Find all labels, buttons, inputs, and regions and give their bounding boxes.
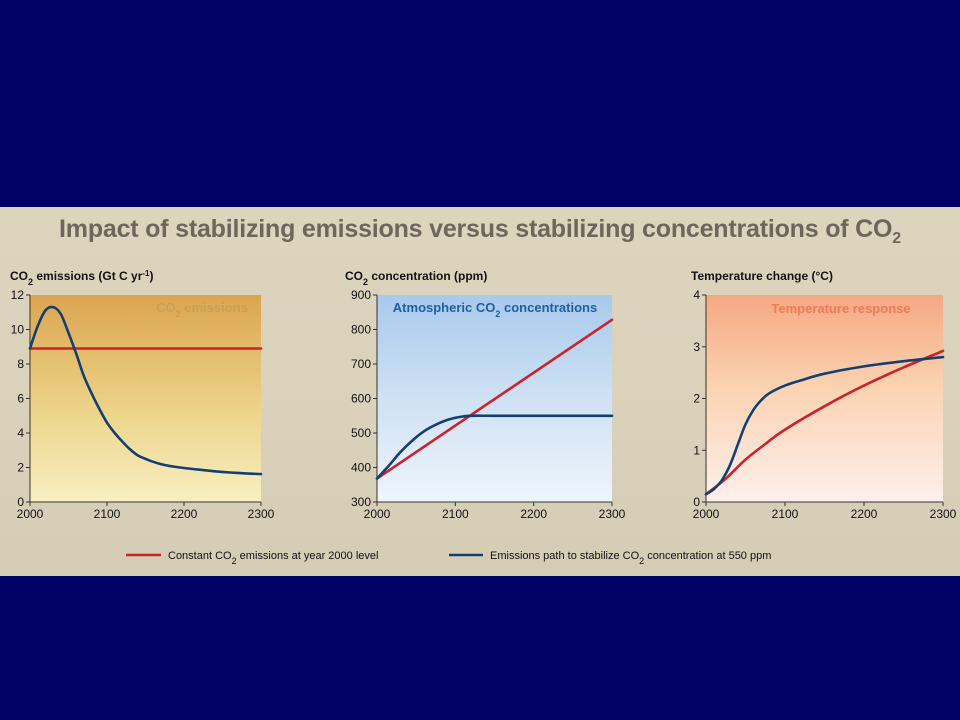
inner-label-1-part: concentrations (500, 300, 597, 315)
figure-title-subscript: 2 (892, 230, 901, 247)
panel-title-2-part: Temperature change (°C) (691, 269, 833, 283)
x-tick-label-0: 2100 (94, 507, 121, 521)
y-tick-label-1: 500 (351, 426, 371, 440)
y-tick-label-0: 0 (17, 495, 24, 509)
y-tick-label-1: 600 (351, 392, 371, 406)
x-tick-label-0: 2000 (17, 507, 44, 521)
figure-title: Impact of stabilizing emissions versus s… (0, 215, 960, 248)
x-tick-label-2: 2200 (851, 507, 878, 521)
x-tick-label-1: 2000 (364, 507, 391, 521)
panel-title-0-part: -1 (142, 269, 150, 278)
inner-label-2-part: Temperature response (771, 301, 910, 316)
panel-title-0-part: ) (150, 269, 154, 283)
charts-svg: CO2 emissions (Gt C yr-1)CO2 emissions02… (10, 269, 957, 567)
y-tick-label-0: 6 (17, 392, 24, 406)
y-tick-label-2: 0 (693, 495, 700, 509)
inner-label-0-part: CO (156, 300, 176, 315)
y-tick-label-1: 800 (351, 323, 371, 337)
series-line-2-0 (704, 349, 945, 496)
panel-title-0-part: CO (10, 269, 28, 283)
series-line-1-0 (375, 318, 614, 480)
x-tick-label-1: 2100 (442, 507, 469, 521)
x-tick-label-2: 2300 (930, 507, 957, 521)
inner-label-1-part: Atmospheric CO (393, 300, 496, 315)
legend: Constant CO2 emissions at year 2000 leve… (126, 550, 771, 566)
chart-2: Temperature change (°C) Temperature respo… (691, 269, 957, 521)
inner-label-0-part: emissions (181, 300, 248, 315)
panel-title-0-part: emissions (Gt C yr (33, 269, 143, 283)
y-tick-label-2: 1 (693, 443, 700, 457)
y-tick-label-1: 700 (351, 357, 371, 371)
panel-title-1-part: 2 (363, 277, 368, 287)
panel-title-0-part: 2 (28, 277, 33, 287)
x-tick-label-2: 2000 (693, 507, 720, 521)
inner-label-1: Atmospheric CO2 concentrations (393, 300, 597, 319)
legend-label-constant-part: Constant CO (168, 550, 232, 562)
y-tick-label-1: 300 (351, 495, 371, 509)
x-tick-label-0: 2200 (171, 507, 198, 521)
panel-title-1-part: CO (345, 269, 363, 283)
x-tick-label-0: 2300 (248, 507, 275, 521)
legend-label-stabilize-part: 2 (639, 556, 644, 566)
inner-label-1-part: 2 (495, 309, 500, 319)
legend-label-stabilize-part: concentration at 550 ppm (644, 550, 771, 562)
figure-title-text: Impact of stabilizing emissions versus s… (59, 215, 893, 243)
y-tick-label-2: 3 (693, 340, 700, 354)
legend-label-constant-part: emissions at year 2000 level (237, 550, 379, 562)
y-tick-label-0: 8 (17, 357, 24, 371)
panel-title-2: Temperature change (°C) (691, 269, 833, 283)
chart-1: CO2 concentration (ppm)Atmospheric CO2 c… (345, 269, 626, 521)
x-tick-label-1: 2300 (599, 507, 626, 521)
y-tick-label-1: 400 (351, 461, 371, 475)
y-tick-label-0: 10 (11, 323, 25, 337)
figure-panel: Impact of stabilizing emissions versus s… (0, 207, 960, 576)
series-line-2-1 (704, 355, 945, 496)
y-tick-label-2: 2 (693, 392, 700, 406)
inner-label-0-part: 2 (176, 309, 181, 319)
y-tick-label-2: 4 (693, 288, 700, 302)
legend-label-constant: Constant CO2 emissions at year 2000 leve… (168, 550, 378, 566)
x-tick-label-1: 2200 (520, 507, 547, 521)
inner-label-0: CO2 emissions (156, 300, 248, 319)
inner-label-2: Temperature response (771, 301, 910, 316)
y-tick-label-0: 4 (17, 426, 24, 440)
series-line-0-1 (28, 305, 263, 476)
series-line-1-1 (375, 414, 614, 480)
legend-label-stabilize: Emissions path to stabilize CO2 concentr… (490, 550, 771, 566)
legend-label-stabilize-part: Emissions path to stabilize CO (490, 550, 640, 562)
x-tick-label-2: 2100 (772, 507, 799, 521)
panel-title-0: CO2 emissions (Gt C yr-1) (10, 269, 154, 288)
panel-title-1: CO2 concentration (ppm) (345, 269, 487, 287)
plot-area-2 (706, 295, 943, 502)
legend-label-constant-part: 2 (232, 556, 237, 566)
chart-0: CO2 emissions (Gt C yr-1)CO2 emissions02… (10, 269, 275, 522)
y-tick-label-1: 900 (351, 288, 371, 302)
y-tick-label-0: 12 (11, 288, 25, 302)
panel-title-1-part: concentration (ppm) (368, 269, 487, 283)
y-tick-label-0: 2 (17, 461, 24, 475)
